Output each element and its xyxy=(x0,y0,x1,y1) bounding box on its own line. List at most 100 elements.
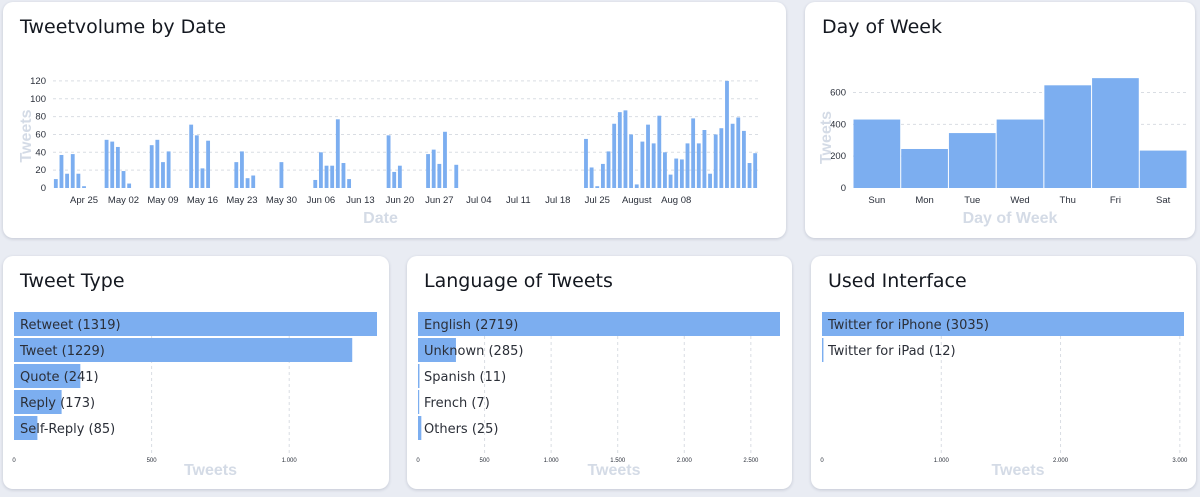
x-tick-label: Tue xyxy=(964,195,980,206)
date-bar xyxy=(121,171,126,188)
x-tick-label: Jun 27 xyxy=(425,195,454,206)
date-bar xyxy=(279,162,284,188)
x-tick-label: 500 xyxy=(147,458,158,464)
hbar xyxy=(14,364,81,388)
x-tick-label: Sat xyxy=(1156,195,1171,206)
date-bar xyxy=(194,135,199,188)
date-bar xyxy=(234,162,239,188)
bar-label: Others (25) xyxy=(424,422,499,437)
date-bar xyxy=(70,154,75,188)
date-bar xyxy=(589,167,594,188)
date-bar xyxy=(612,123,617,188)
date-bar xyxy=(200,168,205,188)
y-tick-label: 60 xyxy=(35,129,46,140)
x-tick-label: Jul 25 xyxy=(585,195,610,206)
bar-label: Quote (241) xyxy=(20,370,99,385)
x-tick-label: 2.500 xyxy=(743,458,759,464)
date-bar xyxy=(674,158,679,188)
y-tick-label: 20 xyxy=(35,165,46,176)
date-bar xyxy=(115,146,120,188)
date-bar xyxy=(646,124,650,188)
hbar xyxy=(14,312,377,336)
date-bar xyxy=(708,173,712,188)
date-bar xyxy=(347,179,352,188)
hbar xyxy=(822,312,1184,336)
date-bar xyxy=(730,123,735,188)
date-bar xyxy=(713,134,718,188)
date-bar xyxy=(155,139,160,188)
card-title: Day of Week xyxy=(822,16,942,38)
date-bar xyxy=(606,151,611,188)
x-axis-title: Day of Week xyxy=(963,210,1058,227)
date-bar xyxy=(397,165,402,188)
x-tick-label: Mon xyxy=(915,195,933,206)
y-tick-label: 400 xyxy=(830,119,846,130)
x-tick-label: 0 xyxy=(12,458,16,464)
x-tick-label: Jul 18 xyxy=(545,195,570,206)
tweet-type-chart: 0 500 1.000 Retweet (1319) Tweet (1229) Quote… xyxy=(12,312,377,479)
date-bar xyxy=(104,139,109,188)
x-tick-label: Wed xyxy=(1010,195,1029,206)
day-bar xyxy=(853,119,901,188)
y-axis-title: Tweets xyxy=(18,109,35,162)
x-tick-label: 0 xyxy=(416,458,420,464)
hbar xyxy=(14,416,38,440)
x-tick-label: 1.000 xyxy=(282,458,298,464)
x-axis-title: Date xyxy=(363,210,398,227)
card-title: Language of Tweets xyxy=(424,270,613,292)
date-bar xyxy=(696,143,701,188)
day-of-week-card: Day of Week 0 200 400 600 Sun Mon Tue Wed Thu Fri… xyxy=(805,2,1195,238)
y-tick-label: 600 xyxy=(830,87,846,98)
tweetvolume-chart: 0 20 40 60 80 100 120 Apr 25 May 02 May 09 May 16 M… xyxy=(18,76,758,227)
date-bar xyxy=(431,149,436,188)
x-tick-label: 0 xyxy=(820,458,824,464)
date-bar xyxy=(629,134,634,188)
date-bar xyxy=(206,140,211,188)
x-tick-label: May 09 xyxy=(147,195,178,206)
y-tick-label: 200 xyxy=(830,151,846,162)
x-tick-label: 1.000 xyxy=(544,458,560,464)
date-bar xyxy=(324,165,329,188)
date-bar xyxy=(110,141,115,188)
date-bar xyxy=(426,154,430,188)
x-tick-label: Aug 08 xyxy=(661,195,691,206)
bar-label: English (2719) xyxy=(424,318,518,333)
date-bar xyxy=(149,145,154,188)
x-tick-label: May 16 xyxy=(187,195,218,206)
day-bar xyxy=(996,119,1044,188)
hbar xyxy=(418,364,420,388)
date-bar xyxy=(634,184,639,188)
x-tick-label: Sun xyxy=(868,195,885,206)
x-tick-label: August xyxy=(622,195,652,206)
date-bar xyxy=(437,163,442,188)
date-bar xyxy=(330,165,335,188)
x-tick-label: Jul 04 xyxy=(466,195,491,206)
card-title: Used Interface xyxy=(828,270,967,292)
date-bar xyxy=(313,179,318,188)
date-bar xyxy=(663,152,667,188)
date-bar xyxy=(240,151,244,188)
y-tick-label: 40 xyxy=(35,147,46,158)
date-bar xyxy=(679,159,684,188)
date-bar xyxy=(719,128,724,188)
x-tick-label: 500 xyxy=(480,458,491,464)
bar-label: Spanish (11) xyxy=(424,370,506,385)
date-bar xyxy=(82,186,86,188)
date-bar xyxy=(392,171,397,188)
date-bar xyxy=(386,135,391,188)
date-bar xyxy=(725,80,729,188)
y-axis-title: Tweets xyxy=(818,111,835,164)
date-bar xyxy=(161,162,165,188)
bar-label: Self-Reply (85) xyxy=(20,422,115,437)
day-bar xyxy=(901,148,948,188)
day-bar xyxy=(1092,78,1139,188)
date-bar xyxy=(623,110,628,188)
x-tick-label: Jul 11 xyxy=(506,195,531,206)
x-tick-label: May 23 xyxy=(226,195,257,206)
date-bar xyxy=(741,130,746,188)
y-tick-label: 80 xyxy=(35,112,46,123)
x-tick-label: May 02 xyxy=(108,195,139,206)
y-tick-label: 0 xyxy=(841,183,846,194)
day-bar xyxy=(1139,150,1187,188)
date-bar xyxy=(691,118,696,188)
